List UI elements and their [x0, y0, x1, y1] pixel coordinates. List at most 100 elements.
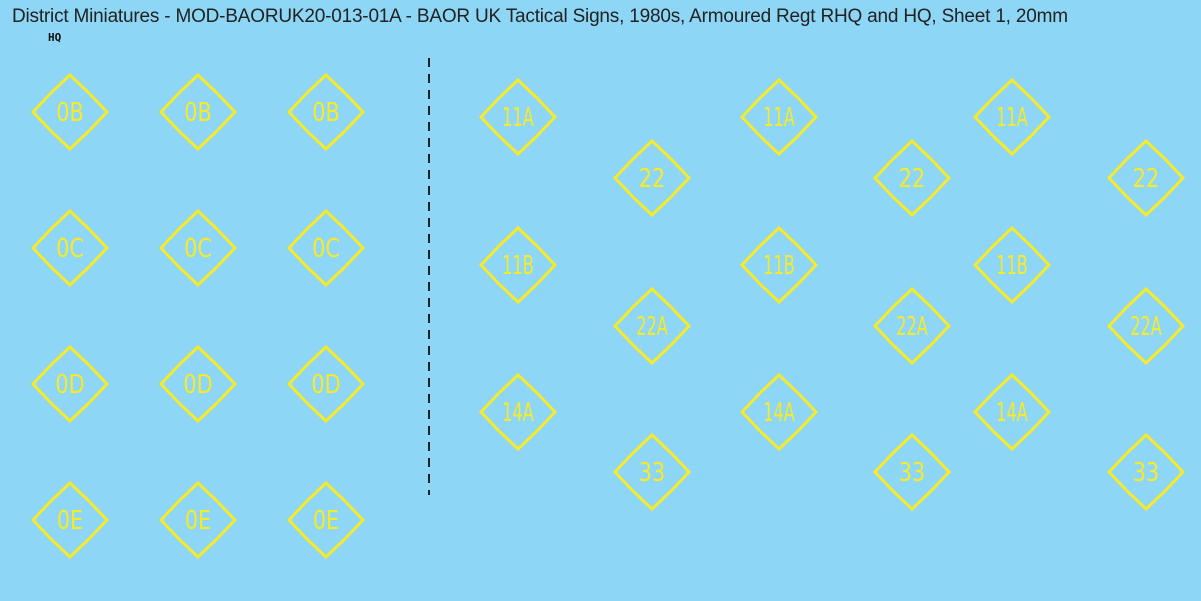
diamond-chevron [286, 499, 309, 541]
sign-code: 0E [185, 505, 211, 536]
sign-code: 14A [763, 398, 795, 428]
diamond-chevron [343, 499, 366, 541]
tactical-sign: 0D [286, 344, 366, 424]
tactical-sign: 0B [158, 72, 238, 152]
diamond-chevron [758, 225, 800, 248]
sign-code: 22A [636, 312, 668, 342]
diamond-chevron [612, 451, 635, 493]
diamond-chevron [87, 499, 110, 541]
tactical-sign: 14A [739, 372, 819, 452]
diamond-chevron [991, 372, 1033, 395]
diamond-chevron [535, 391, 558, 433]
diamond-chevron [1029, 391, 1052, 433]
diamond-chevron [991, 429, 1033, 452]
diamond-chevron [1125, 432, 1167, 455]
diamond-chevron [972, 391, 995, 433]
diamond-chevron [177, 344, 219, 367]
tactical-sign: 22 [612, 138, 692, 218]
sign-code: 22A [896, 312, 928, 342]
sign-code: 0E [57, 505, 83, 536]
sign-code: 22 [899, 163, 925, 194]
tactical-sign: 11A [972, 77, 1052, 157]
sign-code: 11A [763, 103, 795, 133]
sign-code: 33 [639, 457, 665, 488]
diamond-chevron [158, 227, 181, 269]
sign-code: 11B [502, 251, 534, 281]
diamond-chevron [929, 157, 952, 199]
tactical-sign: 0C [30, 208, 110, 288]
diamond-chevron [758, 429, 800, 452]
diamond-chevron [1163, 305, 1186, 347]
diamond-chevron [305, 480, 347, 503]
tactical-sign: 11B [972, 225, 1052, 305]
diamond-chevron [891, 489, 933, 512]
diamond-chevron [343, 363, 366, 405]
diamond-chevron [796, 391, 819, 433]
diamond-chevron [991, 225, 1033, 248]
sign-code: 0B [56, 97, 83, 128]
diamond-chevron [1125, 286, 1167, 309]
sign-code: 0D [55, 369, 84, 400]
diamond-chevron [87, 91, 110, 133]
diamond-chevron [758, 282, 800, 305]
diamond-chevron [612, 305, 635, 347]
diamond-chevron [1163, 451, 1186, 493]
diamond-chevron [796, 96, 819, 138]
diamond-chevron [177, 480, 219, 503]
diamond-chevron [631, 432, 673, 455]
diamond-chevron [758, 77, 800, 100]
diamond-chevron [535, 96, 558, 138]
diamond-chevron [891, 343, 933, 366]
tactical-sign: 22 [1106, 138, 1186, 218]
diamond-chevron [49, 208, 91, 231]
diamond-chevron [758, 372, 800, 395]
diamond-chevron [215, 91, 238, 133]
diamond-chevron [49, 265, 91, 288]
sign-code: 0C [56, 233, 84, 264]
diamond-chevron [305, 72, 347, 95]
diamond-chevron [739, 391, 762, 433]
diamond-chevron [49, 344, 91, 367]
diamond-chevron [1125, 195, 1167, 218]
tactical-sign: 0B [30, 72, 110, 152]
tactical-sign: 22 [872, 138, 952, 218]
diamond-chevron [177, 401, 219, 424]
sign-code: 0E [313, 505, 339, 536]
sign-code: 22A [1130, 312, 1162, 342]
diamond-chevron [991, 134, 1033, 157]
diamond-chevron [215, 499, 238, 541]
tactical-sign: 22A [612, 286, 692, 366]
diamond-chevron [158, 91, 181, 133]
diamond-chevron [30, 227, 53, 269]
tactical-sign: 33 [612, 432, 692, 512]
tactical-sign: 0D [30, 344, 110, 424]
diamond-chevron [739, 96, 762, 138]
sign-code: 0C [312, 233, 340, 264]
diamond-chevron [891, 432, 933, 455]
sign-code: 14A [996, 398, 1028, 428]
diamond-chevron [177, 129, 219, 152]
diamond-chevron [669, 157, 692, 199]
diamond-chevron [1029, 96, 1052, 138]
diamond-chevron [305, 401, 347, 424]
diamond-chevron [497, 429, 539, 452]
diamond-chevron [796, 244, 819, 286]
diamond-chevron [49, 72, 91, 95]
diamond-chevron [30, 363, 53, 405]
tactical-sign: 22A [872, 286, 952, 366]
tactical-sign: 33 [1106, 432, 1186, 512]
tactical-sign: 14A [478, 372, 558, 452]
diamond-chevron [929, 451, 952, 493]
diamond-chevron [497, 225, 539, 248]
diamond-chevron [497, 77, 539, 100]
tactical-sign: 33 [872, 432, 952, 512]
diamond-chevron [1029, 244, 1052, 286]
diamond-chevron [669, 305, 692, 347]
sign-code: 22 [1133, 163, 1159, 194]
diamond-chevron [343, 91, 366, 133]
diamond-chevron [991, 282, 1033, 305]
diamond-chevron [991, 77, 1033, 100]
diamond-chevron [1106, 305, 1129, 347]
diamond-chevron [478, 96, 501, 138]
